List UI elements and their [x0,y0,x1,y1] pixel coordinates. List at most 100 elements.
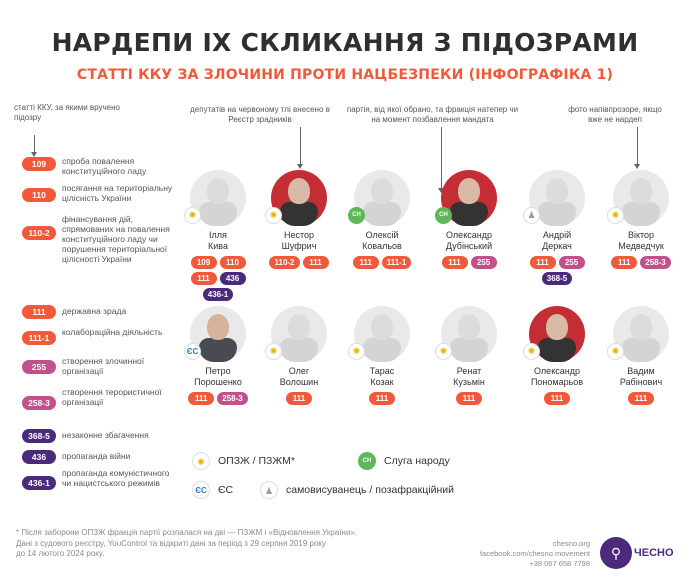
deputy-first-name: Олександр [534,366,580,376]
article-pill: 258-3 [217,392,248,405]
article-pill: 111-1 [381,256,412,269]
annotation-registry: депутатів на червоному тлі внесено в Реє… [190,105,330,124]
deputy-first-name: Ренат [456,366,482,376]
deputy-photo: ✺ [265,170,327,226]
legend-item: 111-1 колабораційна діяльність [22,327,162,345]
article-pills: 111 [259,392,339,405]
footnote-line-1: * Після заборони ОПЗЖ фракція партії роз… [16,528,358,537]
deputy-last-name: Волошин [279,377,319,387]
deputy-card[interactable]: ✺ Нестор Шуфрич 110-2 111 [259,170,339,269]
deputy-card[interactable]: ✺ Ілля Кива 109 110 111 436 436-1 [178,170,258,301]
deputy-photo: СН [435,170,497,226]
deputy-first-name: Віктор [627,230,655,240]
sun-icon: ✺ [607,343,624,360]
legend-arrow [31,135,37,157]
article-description: посягання на територіальну цілісність Ук… [62,183,173,203]
eu-icon: ЄС [184,343,201,360]
deputy-card[interactable]: ✺ Вадим Рабінович 111 [601,306,681,405]
article-pills: 111 258-3 [178,392,258,405]
deputy-last-name: Ковальов [362,241,402,251]
deputy-card[interactable]: ✺ Ренат Кузьмін 111 [429,306,509,405]
party-legend-self: ♟ самовисуванець / позафракційний [260,481,454,499]
deputy-photo: ✺ [265,306,327,362]
deputy-name: Олексій Ковальов [342,230,422,252]
deputy-name: Петро Порошенко [178,366,258,388]
deputy-photo: ЄС [184,306,246,362]
deputy-card[interactable]: ✺ Тарас Козак 111 [342,306,422,405]
article-description: незаконне збагачення [62,430,149,440]
article-pill: 109 [22,157,56,171]
deputy-last-name: Кузьмін [453,377,485,387]
deputy-first-name: Нестор [283,230,315,240]
sluha-icon: СН [358,452,376,470]
deputy-first-name: Петро [205,366,231,376]
article-pill: 111 [529,256,556,269]
article-pill: 436-1 [202,288,234,301]
deputy-name: Андрій Деркач [517,230,597,252]
deputy-first-name: Тарас [369,366,395,376]
party-sluha-label: Слуга народу [384,455,450,467]
legend-item: 110 посягання на територіальну цілісність… [22,183,172,203]
deputy-card[interactable]: СН Олексій Ковальов 111 111-1 [342,170,422,269]
article-pill: 109 [190,256,217,269]
article-pills: 109 110 111 436 436-1 [178,256,258,301]
article-pill: 368-5 [22,429,56,443]
sun-icon: ✺ [607,207,624,224]
article-pill: 255 [558,256,585,269]
deputy-name: Ренат Кузьмін [429,366,509,388]
deputy-card[interactable]: ✺ Олександр Пономарьов 111 [517,306,597,405]
deputy-last-name: Кива [208,241,228,251]
deputy-last-name: Медведчук [618,241,664,251]
party-opzh-label: ОПЗЖ / ПЗЖМ* [218,455,295,467]
sun-icon: ✺ [192,452,210,470]
deputy-card[interactable]: ✺ Віктор Медведчук 111 258-3 [601,170,681,269]
article-description: створення терористичної організації [62,387,162,407]
article-pills: 111 255 368-5 [517,256,597,285]
party-legend-sluha: СН Слуга народу [358,452,450,470]
chesno-logo-icon: ⚲ [600,537,632,569]
deputy-photo: ✺ [348,306,410,362]
deputy-photo: ✺ [435,306,497,362]
article-description: колабораційна діяльність [62,327,163,337]
deputy-card[interactable]: ✺ Олег Волошин 111 [259,306,339,405]
article-pill: 110 [219,256,246,269]
article-pill: 368-5 [541,272,573,285]
deputy-card[interactable]: СН Олександр Дубінський 111 255 [429,170,509,269]
facebook-link[interactable]: facebook.com/chesno.movement [479,549,590,558]
article-description: спроба повалення конституційного ладу [62,156,147,176]
sun-icon: ✺ [265,207,282,224]
legend-item: 109 спроба повалення конституційного ладу [22,156,146,176]
article-pill: 111 [352,256,379,269]
deputy-first-name: Вадим [627,366,655,376]
sun-icon: ✺ [348,343,365,360]
legend-item: 110-2 фінансування дій, спрямованих на по… [22,214,170,264]
article-pill: 258-3 [22,396,56,410]
annotation-photo: фото напівпрозоре, якщо вже не нардеп [568,105,662,124]
deputy-name: Олег Волошин [259,366,339,388]
article-pill: 111 [611,256,638,269]
deputy-last-name: Дубінський [445,241,493,251]
party-eu-label: ЄС [218,484,234,496]
article-pill: 111 [544,392,570,405]
article-pill: 436 [22,450,56,464]
site-link[interactable]: chesno.org [552,539,590,548]
sun-icon: ✺ [523,343,540,360]
page-title: НАРДЕПИ IX СКЛИКАННЯ З ПІДОЗРАМИ [51,28,639,57]
article-pill: 110 [22,188,56,202]
article-pills: 110-2 111 [259,256,339,269]
legend-item: 436-1 пропаганда комуністичного чи нацист… [22,468,169,490]
article-pill: 111 [302,256,329,269]
deputy-name: Олександр Пономарьов [517,366,597,388]
footnote: * Після заборони ОПЗЖ фракція партії роз… [16,528,446,560]
party-self-label: самовисуванець / позафракційний [286,484,454,496]
person-icon: ♟ [523,207,540,224]
contacts: chesno.org facebook.com/chesno.movement … [450,539,590,569]
deputy-card[interactable]: ♟ Андрій Деркач 111 255 368-5 [517,170,597,285]
annotation-party: партія, від якої обрано, та фракція нате… [346,105,519,124]
deputy-last-name: Пономарьов [530,377,584,387]
article-pills: 111 258-3 [601,256,681,269]
deputy-card[interactable]: ЄС Петро Порошенко 111 258-3 [178,306,258,405]
legend-heading: статті ККУ, за якими вручено підозру [14,103,120,122]
sluha-icon: СН [348,207,365,224]
article-pills: 111 111-1 [342,256,422,269]
